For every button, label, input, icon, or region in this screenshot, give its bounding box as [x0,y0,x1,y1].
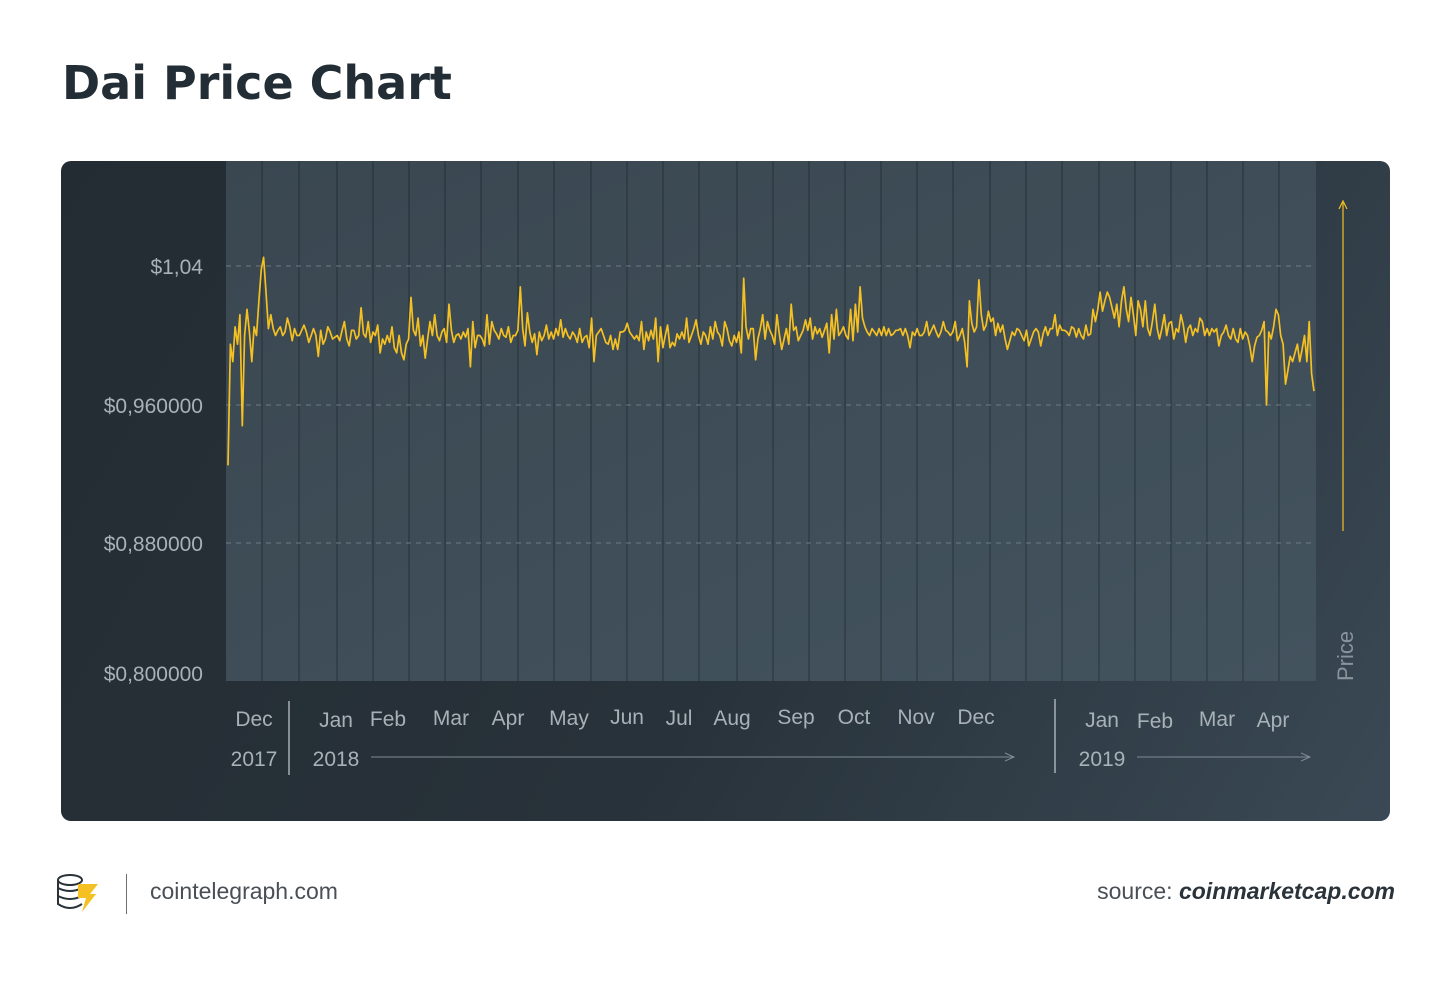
x-tick-label: Feb [1137,710,1173,733]
source-name[interactable]: coinmarketcap.com [1178,878,1395,904]
year-label: 2019 [1079,748,1126,771]
month-stripes [261,161,1280,681]
x-tick-label: Feb [370,708,406,731]
year-label: 2017 [231,748,278,771]
y-axis-ticks: $1,04 $0,960000 $0,880000 $0,800000 [104,256,204,686]
y-axis-title: Price [1333,631,1358,681]
price-chart[interactable]: $1,04 $0,960000 $0,880000 $0,800000 Price D… [61,161,1390,821]
source-credit: source: coinmarketcap.com [1097,878,1395,905]
year-arrowhead-2018 [1004,752,1016,762]
footer-brand[interactable]: cointelegraph.com [150,878,338,904]
y-tick-label: $0,960000 [104,395,203,418]
y-axis-arrowhead [1338,199,1348,210]
x-tick-label: May [549,707,589,730]
x-tick-label: Mar [433,707,469,730]
x-tick-label: Dec [957,706,994,729]
x-tick-label: Jul [666,707,693,730]
x-tick-label: Nov [897,706,935,729]
x-tick-label: Sep [777,706,814,729]
x-tick-label: Dec [235,708,272,731]
year-label: 2018 [313,748,360,771]
x-tick-label: Aug [713,707,750,730]
x-tick-label: Jan [319,709,353,732]
x-tick-label: Jun [610,706,644,729]
grid-lines [226,265,1313,544]
price-series-line [227,256,1315,466]
x-tick-label: Apr [1257,709,1290,732]
cointelegraph-logo-icon [56,872,102,916]
y-tick-label: $1,04 [150,256,203,279]
x-tick-label: Apr [492,707,525,730]
year-arrowhead-2019 [1300,752,1312,762]
x-tick-label: Jan [1085,709,1119,732]
footer-divider [126,874,127,914]
page-title: Dai Price Chart [62,56,452,110]
x-tick-label: Mar [1199,708,1235,731]
chart-card: $1,04 $0,960000 $0,880000 $0,800000 Price D… [61,161,1390,821]
plot-area [226,161,1316,681]
y-tick-label: $0,880000 [104,533,203,556]
x-tick-label: Oct [838,706,871,729]
y-tick-label: $0,800000 [104,663,203,686]
year-labels: 2017 2018 2019 [231,748,1126,771]
x-axis-ticks: Dec Jan Feb Mar Apr May Jun Jul Aug Sep Oct Nov Dec J… [235,706,1289,733]
source-label: source: [1097,878,1173,904]
